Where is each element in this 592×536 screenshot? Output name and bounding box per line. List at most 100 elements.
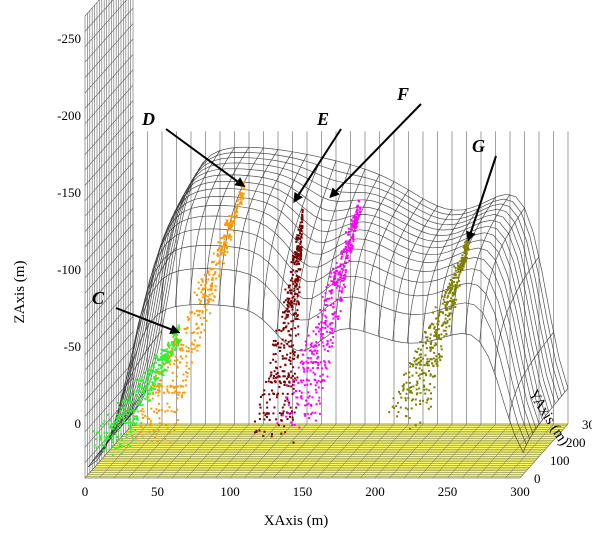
data-point xyxy=(459,260,462,263)
data-point xyxy=(283,344,286,347)
data-point xyxy=(124,399,127,402)
data-point xyxy=(319,308,322,311)
data-point xyxy=(416,382,419,385)
data-point xyxy=(226,251,229,254)
data-point xyxy=(356,222,359,225)
data-point xyxy=(164,356,166,359)
data-point xyxy=(293,287,296,290)
data-point xyxy=(175,343,178,346)
data-point xyxy=(129,406,132,409)
data-point xyxy=(294,284,297,287)
data-point xyxy=(310,404,313,407)
data-point xyxy=(433,386,436,389)
data-point xyxy=(456,262,459,265)
data-point xyxy=(277,375,280,378)
data-point xyxy=(345,246,348,249)
data-point xyxy=(291,296,294,299)
data-point xyxy=(419,360,422,363)
data-point xyxy=(406,408,409,411)
data-point xyxy=(122,416,125,419)
data-point xyxy=(296,280,299,283)
data-point xyxy=(297,260,300,263)
data-point xyxy=(446,289,449,292)
data-point xyxy=(328,346,331,348)
data-point xyxy=(296,248,299,251)
data-point xyxy=(306,412,309,415)
data-point xyxy=(436,336,439,339)
data-point xyxy=(339,263,342,266)
data-point xyxy=(307,391,310,394)
data-point xyxy=(415,359,418,362)
data-point xyxy=(229,238,232,241)
data-point xyxy=(342,277,345,279)
data-point xyxy=(122,406,125,409)
data-point xyxy=(181,347,184,350)
data-point xyxy=(286,418,289,421)
data-point xyxy=(199,316,202,319)
data-point xyxy=(205,319,208,322)
data-point xyxy=(431,346,434,349)
surface-column-line xyxy=(203,147,250,305)
data-point xyxy=(227,224,230,227)
data-point xyxy=(280,342,283,345)
data-point xyxy=(197,281,200,284)
data-point xyxy=(173,359,176,362)
data-point xyxy=(141,386,144,389)
data-point xyxy=(100,434,103,437)
data-point xyxy=(263,418,266,421)
data-point xyxy=(419,399,422,402)
data-point xyxy=(335,298,338,301)
data-point xyxy=(217,241,220,244)
data-point xyxy=(277,392,280,395)
data-point xyxy=(125,433,128,436)
data-point xyxy=(355,216,358,218)
data-point xyxy=(156,371,159,374)
data-point xyxy=(359,210,361,213)
data-point xyxy=(293,261,296,264)
data-point xyxy=(432,323,435,326)
data-point xyxy=(225,241,228,244)
data-point xyxy=(334,284,336,286)
data-point xyxy=(421,369,423,372)
data-point xyxy=(265,416,268,418)
data-point xyxy=(157,394,160,397)
data-point xyxy=(293,377,296,380)
data-point xyxy=(191,332,194,334)
point-cloud-series xyxy=(388,233,471,430)
data-point xyxy=(332,317,335,320)
data-point xyxy=(396,415,399,418)
data-point xyxy=(276,422,279,425)
data-point xyxy=(230,220,233,223)
data-point xyxy=(152,392,155,395)
data-point xyxy=(452,299,455,302)
data-point xyxy=(465,248,468,251)
data-point xyxy=(449,290,452,293)
data-point xyxy=(321,373,324,376)
data-point xyxy=(419,356,422,359)
data-point xyxy=(295,282,298,285)
data-point xyxy=(283,346,286,349)
surface-column-line xyxy=(145,186,192,329)
data-point xyxy=(444,322,447,325)
data-point xyxy=(302,379,305,382)
data-point xyxy=(335,286,338,289)
data-point xyxy=(198,313,201,316)
data-point xyxy=(430,341,433,344)
data-point xyxy=(333,274,336,277)
data-point xyxy=(323,379,326,382)
data-point xyxy=(119,410,122,413)
data-point xyxy=(429,358,432,360)
data-point xyxy=(283,357,286,360)
data-point xyxy=(355,219,358,221)
data-point xyxy=(174,355,177,358)
data-point xyxy=(164,349,166,352)
surface-column-line xyxy=(305,164,351,351)
data-point xyxy=(317,366,319,369)
data-point xyxy=(338,289,341,292)
data-point xyxy=(344,271,347,274)
data-point xyxy=(301,213,304,216)
data-point xyxy=(335,262,338,264)
data-point xyxy=(203,305,206,308)
data-point xyxy=(274,360,277,363)
data-point xyxy=(297,255,300,257)
